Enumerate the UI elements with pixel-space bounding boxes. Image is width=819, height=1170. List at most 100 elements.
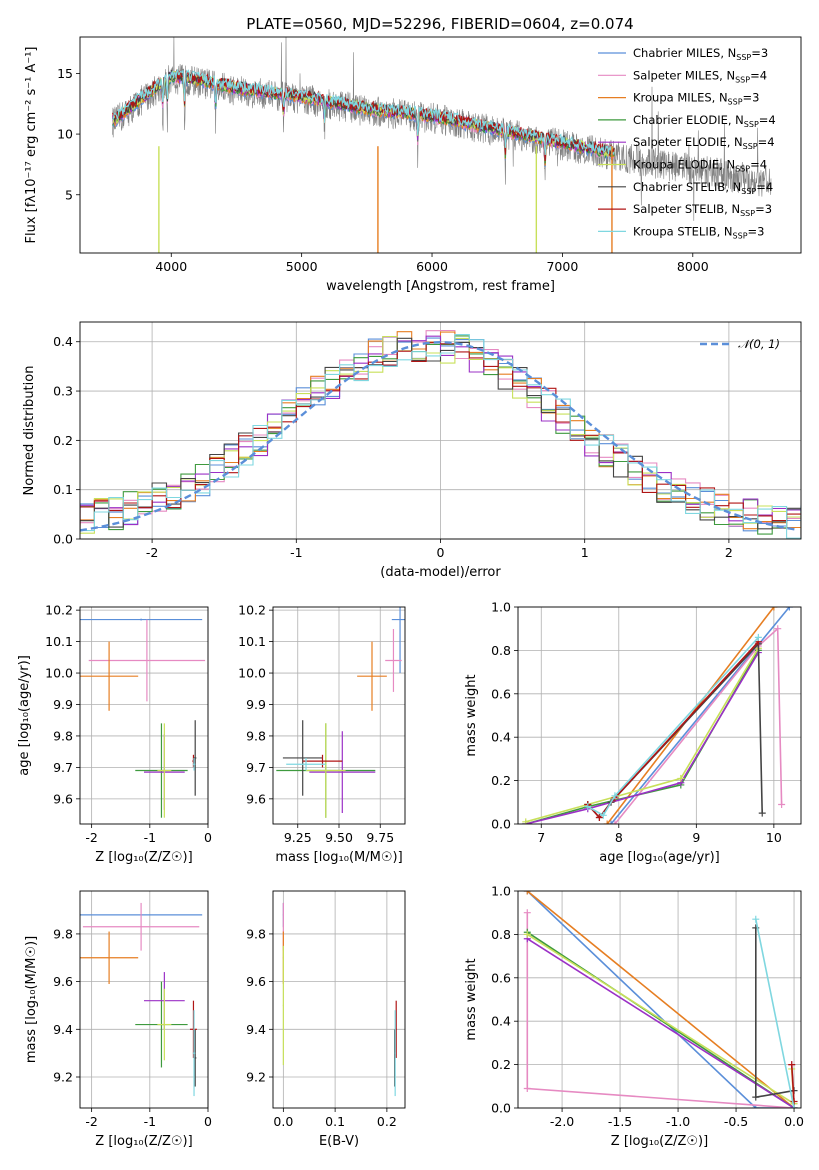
legend-entry: Salpeter STELIB, NSSP=3 [633,202,772,218]
y-tick-label: 0.4 [491,730,511,745]
plot-area [112,37,772,253]
x-tick-label: 4000 [155,259,187,274]
plot-area [80,329,801,539]
y-tick-label: 0.3 [53,384,73,399]
weight-marker [523,909,531,917]
x-tick-label: 6000 [416,259,448,274]
y-tick-label: 1.0 [491,884,511,899]
weight-marker [774,625,782,633]
axes-frame [79,890,209,1109]
x-tick-label: 8000 [677,259,709,274]
axes-frame [272,890,406,1109]
x-tick-label: 2 [725,545,733,560]
x-tick-label: 7 [537,830,545,845]
legend-entry: Chabrier STELIB, NSSP=4 [633,180,773,196]
legend-entry: Salpeter ELODIE, NSSP=4 [633,135,775,151]
x-axis-label: age [log₁₀(age/yr)] [599,850,720,865]
y-tick-label: 0.2 [491,773,511,788]
weight-marker [790,1104,798,1108]
weight-line [526,931,795,1108]
y-tick-label: 10.2 [45,603,73,618]
weight-marker [607,820,615,824]
plot-area [522,607,793,824]
x-tick-label: 0 [204,830,212,845]
plot-area [282,902,397,1097]
y-axis-label: Normed distribution [22,366,37,496]
legend-entry: Kroupa ELODIE, NSSP=4 [633,158,767,174]
weight-line [755,919,795,1108]
y-axis-label: mass weight [464,674,479,756]
legend-entry: Kroupa MILES, NSSP=3 [633,91,759,107]
weight-vs-age-panel: 7 8 9 10 0.0 0.2 0.4 0.6 0.8 1.0 age [log₁₀(age/yr… [464,600,802,865]
plot-area [276,607,405,818]
y-tick-label: 0.0 [491,1101,511,1116]
x-tick-label: -1 [144,1114,156,1129]
weight-marker [523,1084,531,1092]
weight-marker [752,915,760,923]
x-tick-label: -2.0 [550,1114,574,1129]
weight-line [587,636,759,817]
weight-marker [522,818,530,824]
weight-marker [758,809,766,817]
y-tick-label: 0.6 [491,686,511,701]
y-tick-label: 15 [57,66,73,81]
weight-marker [754,633,762,641]
weight-marker [611,820,619,824]
y-tick-label: 5 [65,187,73,202]
weight-vs-metallicity-panel: -2.0 -1.5 -1.0 -0.5 0.0 0.0 0.2 0.4 0.6 0.8 1.0 Z [… [464,884,804,1150]
axes-frame [79,606,209,825]
age-vs-metallicity-panel: -2 -1 0 9.6 9.7 9.8 9.9 10.0 10.1 10.2 Z [log₁₀(Z/… [17,603,212,865]
x-axis-label: mass [log₁₀(M/M☉)] [275,850,402,865]
x-tick-label: 0 [437,545,445,560]
y-tick-label: 0.8 [491,643,511,658]
weight-marker [603,820,611,824]
x-tick-label: 9 [692,830,700,845]
weight-marker [790,1097,798,1105]
y-tick-label: 0.1 [53,482,73,497]
x-tick-label: 0 [204,1114,212,1129]
y-tick-label: 9.7 [53,760,73,775]
y-tick-label: 0.6 [491,970,511,985]
y-tick-label: 10 [57,127,73,142]
y-axis-label: mass [log₁₀(M/M☉)] [24,936,39,1063]
y-tick-label: 10.1 [238,634,266,649]
weight-line [525,647,760,823]
weight-marker [595,813,603,821]
x-tick-label: 9.75 [366,830,394,845]
x-tick-label: -1 [290,545,302,560]
weight-line [790,1064,795,1102]
weight-marker [778,800,786,808]
x-tick-label: 0.0 [784,1114,804,1129]
y-tick-label: 1.0 [491,600,511,615]
y-tick-label: 0.4 [53,334,73,349]
y-tick-label: 0.0 [491,817,511,832]
x-axis-label: Z [log₁₀(Z/Z☉)] [611,1134,708,1149]
y-tick-label: 0.2 [491,1057,511,1072]
figure-title: PLATE=0560, MJD=52296, FIBERID=0604, z=0… [246,15,633,33]
y-tick-label: 9.9 [53,697,73,712]
spectrum-panel: 4000 5000 6000 7000 8000 5 10 15 wavelength [Ang… [24,36,802,294]
x-tick-label: -2 [146,545,158,560]
weight-marker [584,803,592,811]
axes-frame [79,321,802,540]
x-tick-label: 9.50 [325,830,353,845]
y-tick-label: 9.7 [246,760,266,775]
legend-entry: Kroupa STELIB, NSSP=3 [633,224,764,240]
x-axis-label: wavelength [Angstrom, rest frame] [326,279,555,294]
weight-line [526,933,795,1106]
weight-marker [599,811,607,819]
x-axis-label: Z [log₁₀(Z/Z☉)] [95,1134,192,1149]
y-tick-label: 9.2 [53,1070,73,1085]
weight-line [610,607,791,824]
y-tick-label: 0.0 [53,532,73,547]
x-axis-label: Z [log₁₀(Z/Z☉)] [95,850,192,865]
x-tick-label: 7000 [546,259,578,274]
weight-marker [788,1061,796,1069]
mass-vs-ebv-panel: 0.0 0.1 0.2 9.2 9.4 9.6 9.8 E(B-V) [246,890,406,1149]
y-tick-label: 9.8 [53,926,73,941]
x-tick-label: -1.0 [666,1114,690,1129]
residual-histogram-panel: -2 -1 0 1 2 0.0 0.1 0.2 0.3 0.4 (data-model)/error… [22,321,802,580]
observed-spectrum-line [112,37,772,221]
y-tick-label: 9.9 [246,697,266,712]
